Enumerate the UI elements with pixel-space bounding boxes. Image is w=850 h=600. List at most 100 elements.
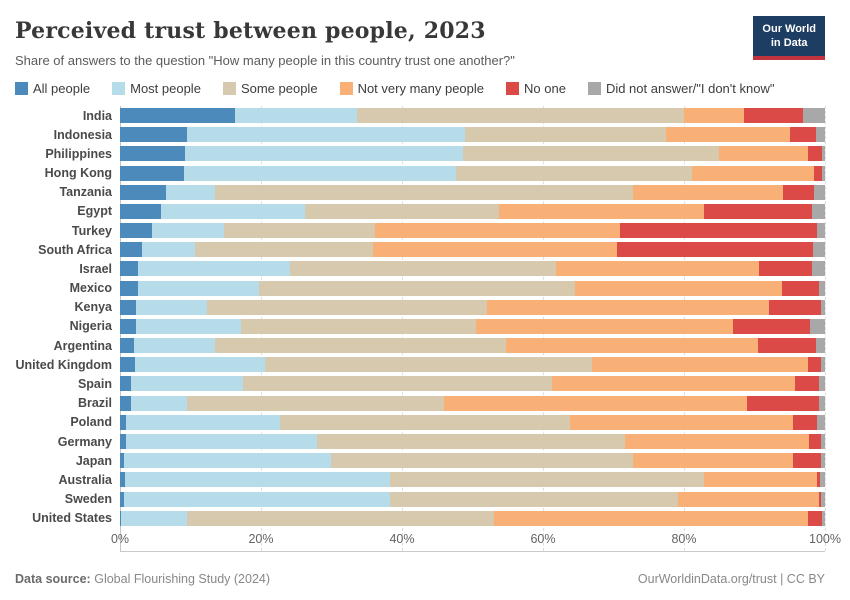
country-label[interactable]: Poland xyxy=(70,415,112,430)
bar-segment[interactable] xyxy=(783,184,814,200)
legend-item[interactable]: Did not answer/"I don't know" xyxy=(587,81,774,96)
bar-segment[interactable] xyxy=(224,223,376,239)
bar-segment[interactable] xyxy=(120,338,135,354)
bar-segment[interactable] xyxy=(486,299,770,315)
bar-segment[interactable] xyxy=(816,223,825,239)
bar-segment[interactable] xyxy=(289,261,556,277)
country-label[interactable]: Japan xyxy=(75,453,112,468)
bar-segment[interactable] xyxy=(632,184,784,200)
country-label[interactable]: Australia xyxy=(58,472,113,487)
legend-item[interactable]: Not very many people xyxy=(339,81,484,96)
bar-segment[interactable] xyxy=(819,376,825,392)
bar-segment[interactable] xyxy=(120,510,122,526)
bar-segment[interactable] xyxy=(304,203,499,219)
bar-segment[interactable] xyxy=(808,434,822,449)
bar-segment[interactable] xyxy=(120,127,187,143)
bar-segment[interactable] xyxy=(625,434,809,449)
legend-item[interactable]: Some people xyxy=(222,81,318,96)
bar-segment[interactable] xyxy=(356,108,684,124)
bar-segment[interactable] xyxy=(317,434,626,449)
bar-segment[interactable] xyxy=(120,376,131,392)
bar-segment[interactable] xyxy=(815,127,825,143)
credit-link[interactable]: OurWorldinData.org/trust | CC BY xyxy=(637,572,825,586)
bar-segment[interactable] xyxy=(186,127,466,143)
bar-segment[interactable] xyxy=(258,280,575,296)
legend-item[interactable]: All people xyxy=(15,81,90,96)
country-label[interactable]: Israel xyxy=(79,261,112,276)
bar-segment[interactable] xyxy=(465,127,667,143)
bar-segment[interactable] xyxy=(822,165,825,181)
bar-segment[interactable] xyxy=(151,223,225,239)
bar-segment[interactable] xyxy=(818,280,825,296)
bar-segment[interactable] xyxy=(683,108,744,124)
bar-segment[interactable] xyxy=(120,299,137,315)
bar-segment[interactable] xyxy=(821,299,825,315)
bar-segment[interactable] xyxy=(184,146,464,162)
bar-segment[interactable] xyxy=(124,472,390,488)
legend-item[interactable]: No one xyxy=(506,81,566,96)
bar-segment[interactable] xyxy=(120,184,166,200)
country-label[interactable]: Turkey xyxy=(71,223,112,238)
bar-segment[interactable] xyxy=(816,414,825,430)
bar-segment[interactable] xyxy=(812,242,825,258)
bar-segment[interactable] xyxy=(241,318,476,334)
country-label[interactable]: Germany xyxy=(57,434,112,449)
bar-segment[interactable] xyxy=(120,146,185,162)
bar-segment[interactable] xyxy=(759,261,812,277)
bar-segment[interactable] xyxy=(264,357,593,373)
bar-segment[interactable] xyxy=(719,146,809,162)
country-label[interactable]: Spain xyxy=(77,376,112,391)
bar-segment[interactable] xyxy=(375,223,620,239)
bar-segment[interactable] xyxy=(186,510,494,526)
bar-segment[interactable] xyxy=(207,299,487,315)
bar-segment[interactable] xyxy=(820,472,825,488)
bar-segment[interactable] xyxy=(184,165,456,181)
bar-segment[interactable] xyxy=(617,242,813,258)
bar-segment[interactable] xyxy=(455,165,693,181)
bar-segment[interactable] xyxy=(822,510,825,526)
bar-segment[interactable] xyxy=(120,280,138,296)
bar-segment[interactable] xyxy=(633,453,794,469)
bar-segment[interactable] xyxy=(120,318,137,334)
bar-segment[interactable] xyxy=(808,510,823,526)
bar-segment[interactable] xyxy=(123,453,331,469)
bar-segment[interactable] xyxy=(120,414,126,430)
bar-segment[interactable] xyxy=(703,472,818,488)
bar-segment[interactable] xyxy=(813,184,825,200)
bar-segment[interactable] xyxy=(808,357,822,373)
country-label[interactable]: India xyxy=(82,108,112,123)
bar-segment[interactable] xyxy=(733,318,811,334)
bar-segment[interactable] xyxy=(186,395,444,411)
country-label[interactable]: Mexico xyxy=(69,281,112,296)
bar-segment[interactable] xyxy=(498,203,705,219)
bar-segment[interactable] xyxy=(160,203,305,219)
bar-segment[interactable] xyxy=(463,146,720,162)
country-label[interactable]: Indonesia xyxy=(53,127,112,142)
bar-segment[interactable] xyxy=(822,146,825,162)
bar-segment[interactable] xyxy=(746,395,820,411)
bar-segment[interactable] xyxy=(120,395,131,411)
bar-segment[interactable] xyxy=(552,376,796,392)
country-label[interactable]: South Africa xyxy=(38,242,112,257)
bar-segment[interactable] xyxy=(120,434,126,449)
bar-segment[interactable] xyxy=(390,472,704,488)
bar-segment[interactable] xyxy=(821,491,825,507)
bar-segment[interactable] xyxy=(390,491,678,507)
bar-segment[interactable] xyxy=(120,453,124,469)
bar-segment[interactable] xyxy=(134,338,216,354)
bar-segment[interactable] xyxy=(136,318,242,334)
country-label[interactable]: Kenya xyxy=(74,300,112,315)
bar-segment[interactable] xyxy=(793,414,817,430)
bar-segment[interactable] xyxy=(592,357,809,373)
bar-segment[interactable] xyxy=(125,414,281,430)
bar-segment[interactable] xyxy=(743,108,804,124)
bar-segment[interactable] xyxy=(120,242,142,258)
country-label[interactable]: Argentina xyxy=(53,338,112,353)
bar-segment[interactable] xyxy=(821,434,825,449)
bar-segment[interactable] xyxy=(120,357,135,373)
bar-segment[interactable] xyxy=(781,280,819,296)
bar-segment[interactable] xyxy=(555,261,760,277)
bar-segment[interactable] xyxy=(677,491,819,507)
bar-segment[interactable] xyxy=(819,395,825,411)
bar-segment[interactable] xyxy=(130,376,244,392)
